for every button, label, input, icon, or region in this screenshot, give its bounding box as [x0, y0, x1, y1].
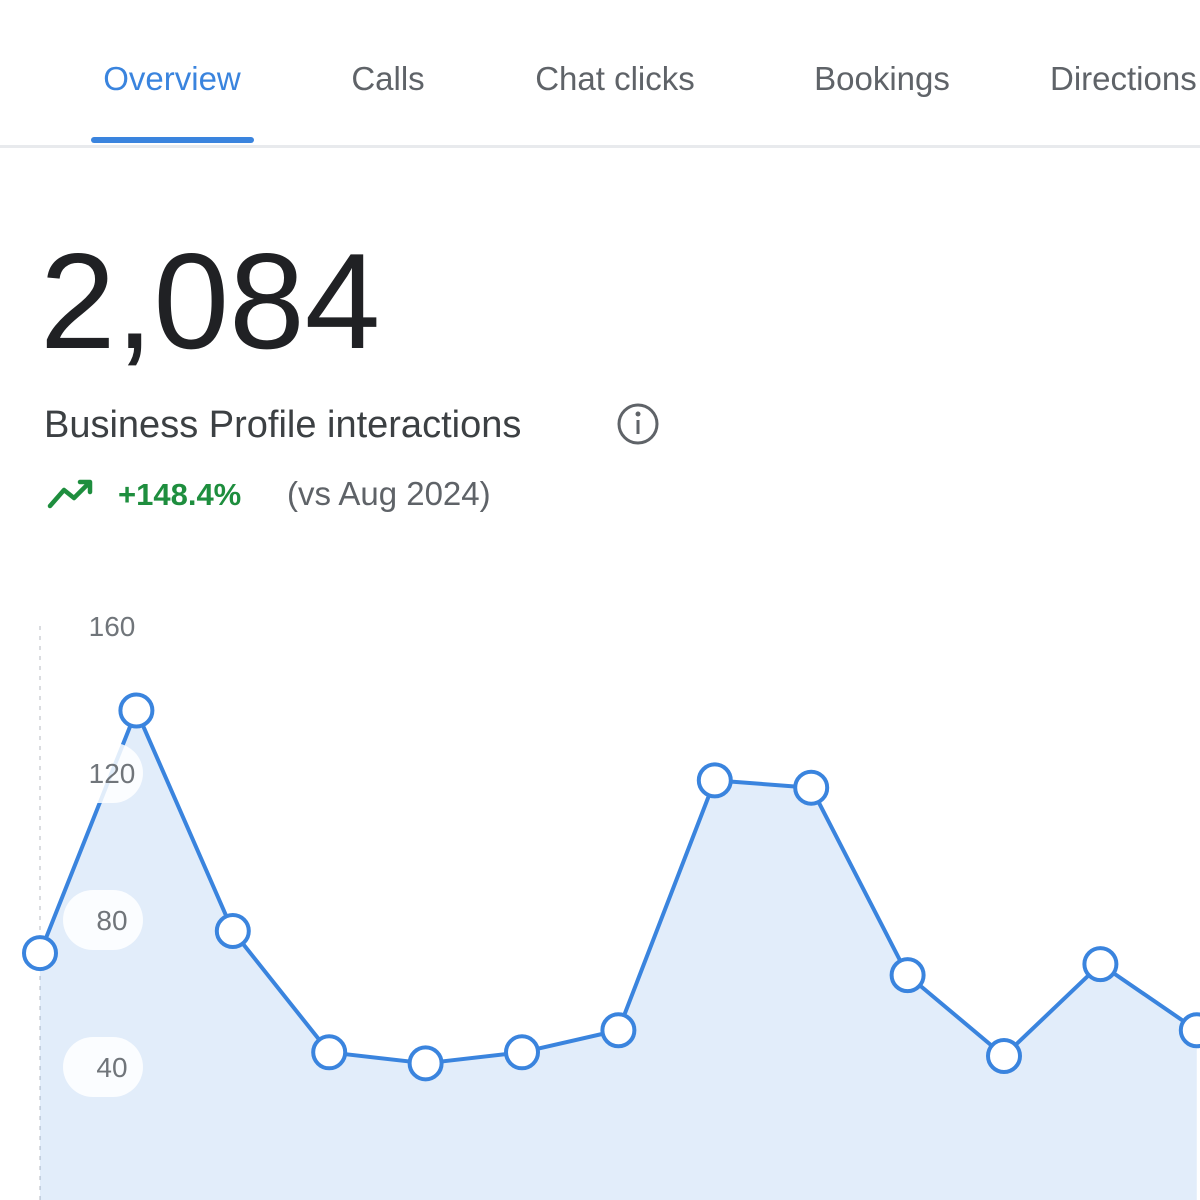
point	[696, 762, 733, 799]
tab-divider	[0, 145, 1200, 148]
tick-pill	[63, 890, 143, 950]
tab[interactable]: Overview	[103, 60, 241, 97]
area	[40, 710, 1197, 1200]
tick-pill	[63, 596, 143, 656]
metric-change: +148.4%	[118, 477, 241, 512]
point	[118, 692, 155, 729]
tick-pill	[63, 1037, 143, 1097]
tab[interactable]: Calls	[351, 60, 424, 97]
point	[504, 1034, 540, 1071]
y-tick-label: 80	[96, 905, 127, 936]
point	[793, 769, 830, 806]
tab[interactable]: Chat clicks	[535, 60, 695, 97]
point	[311, 1034, 348, 1071]
trend-icon	[47, 479, 93, 509]
tick-pill	[63, 743, 143, 803]
metric-value: 2,084	[40, 225, 380, 377]
y-tick-label: 120	[89, 758, 136, 789]
tab[interactable]: Bookings	[814, 60, 950, 97]
y-tick-label: 160	[89, 611, 136, 642]
tab-indicator	[91, 137, 254, 143]
point	[22, 935, 58, 972]
point	[986, 1037, 1022, 1074]
info-icon[interactable]	[617, 403, 659, 445]
metric-comparison: (vs Aug 2024)	[287, 475, 491, 512]
point	[407, 1045, 444, 1082]
y-tick-label: 40	[96, 1052, 127, 1083]
metric-label: Business Profile interactions	[44, 404, 521, 446]
point	[1178, 1012, 1200, 1049]
point	[1082, 946, 1119, 983]
tab[interactable]: Directions	[1050, 60, 1197, 97]
point	[214, 913, 251, 950]
point	[600, 1012, 637, 1049]
point	[889, 957, 926, 994]
